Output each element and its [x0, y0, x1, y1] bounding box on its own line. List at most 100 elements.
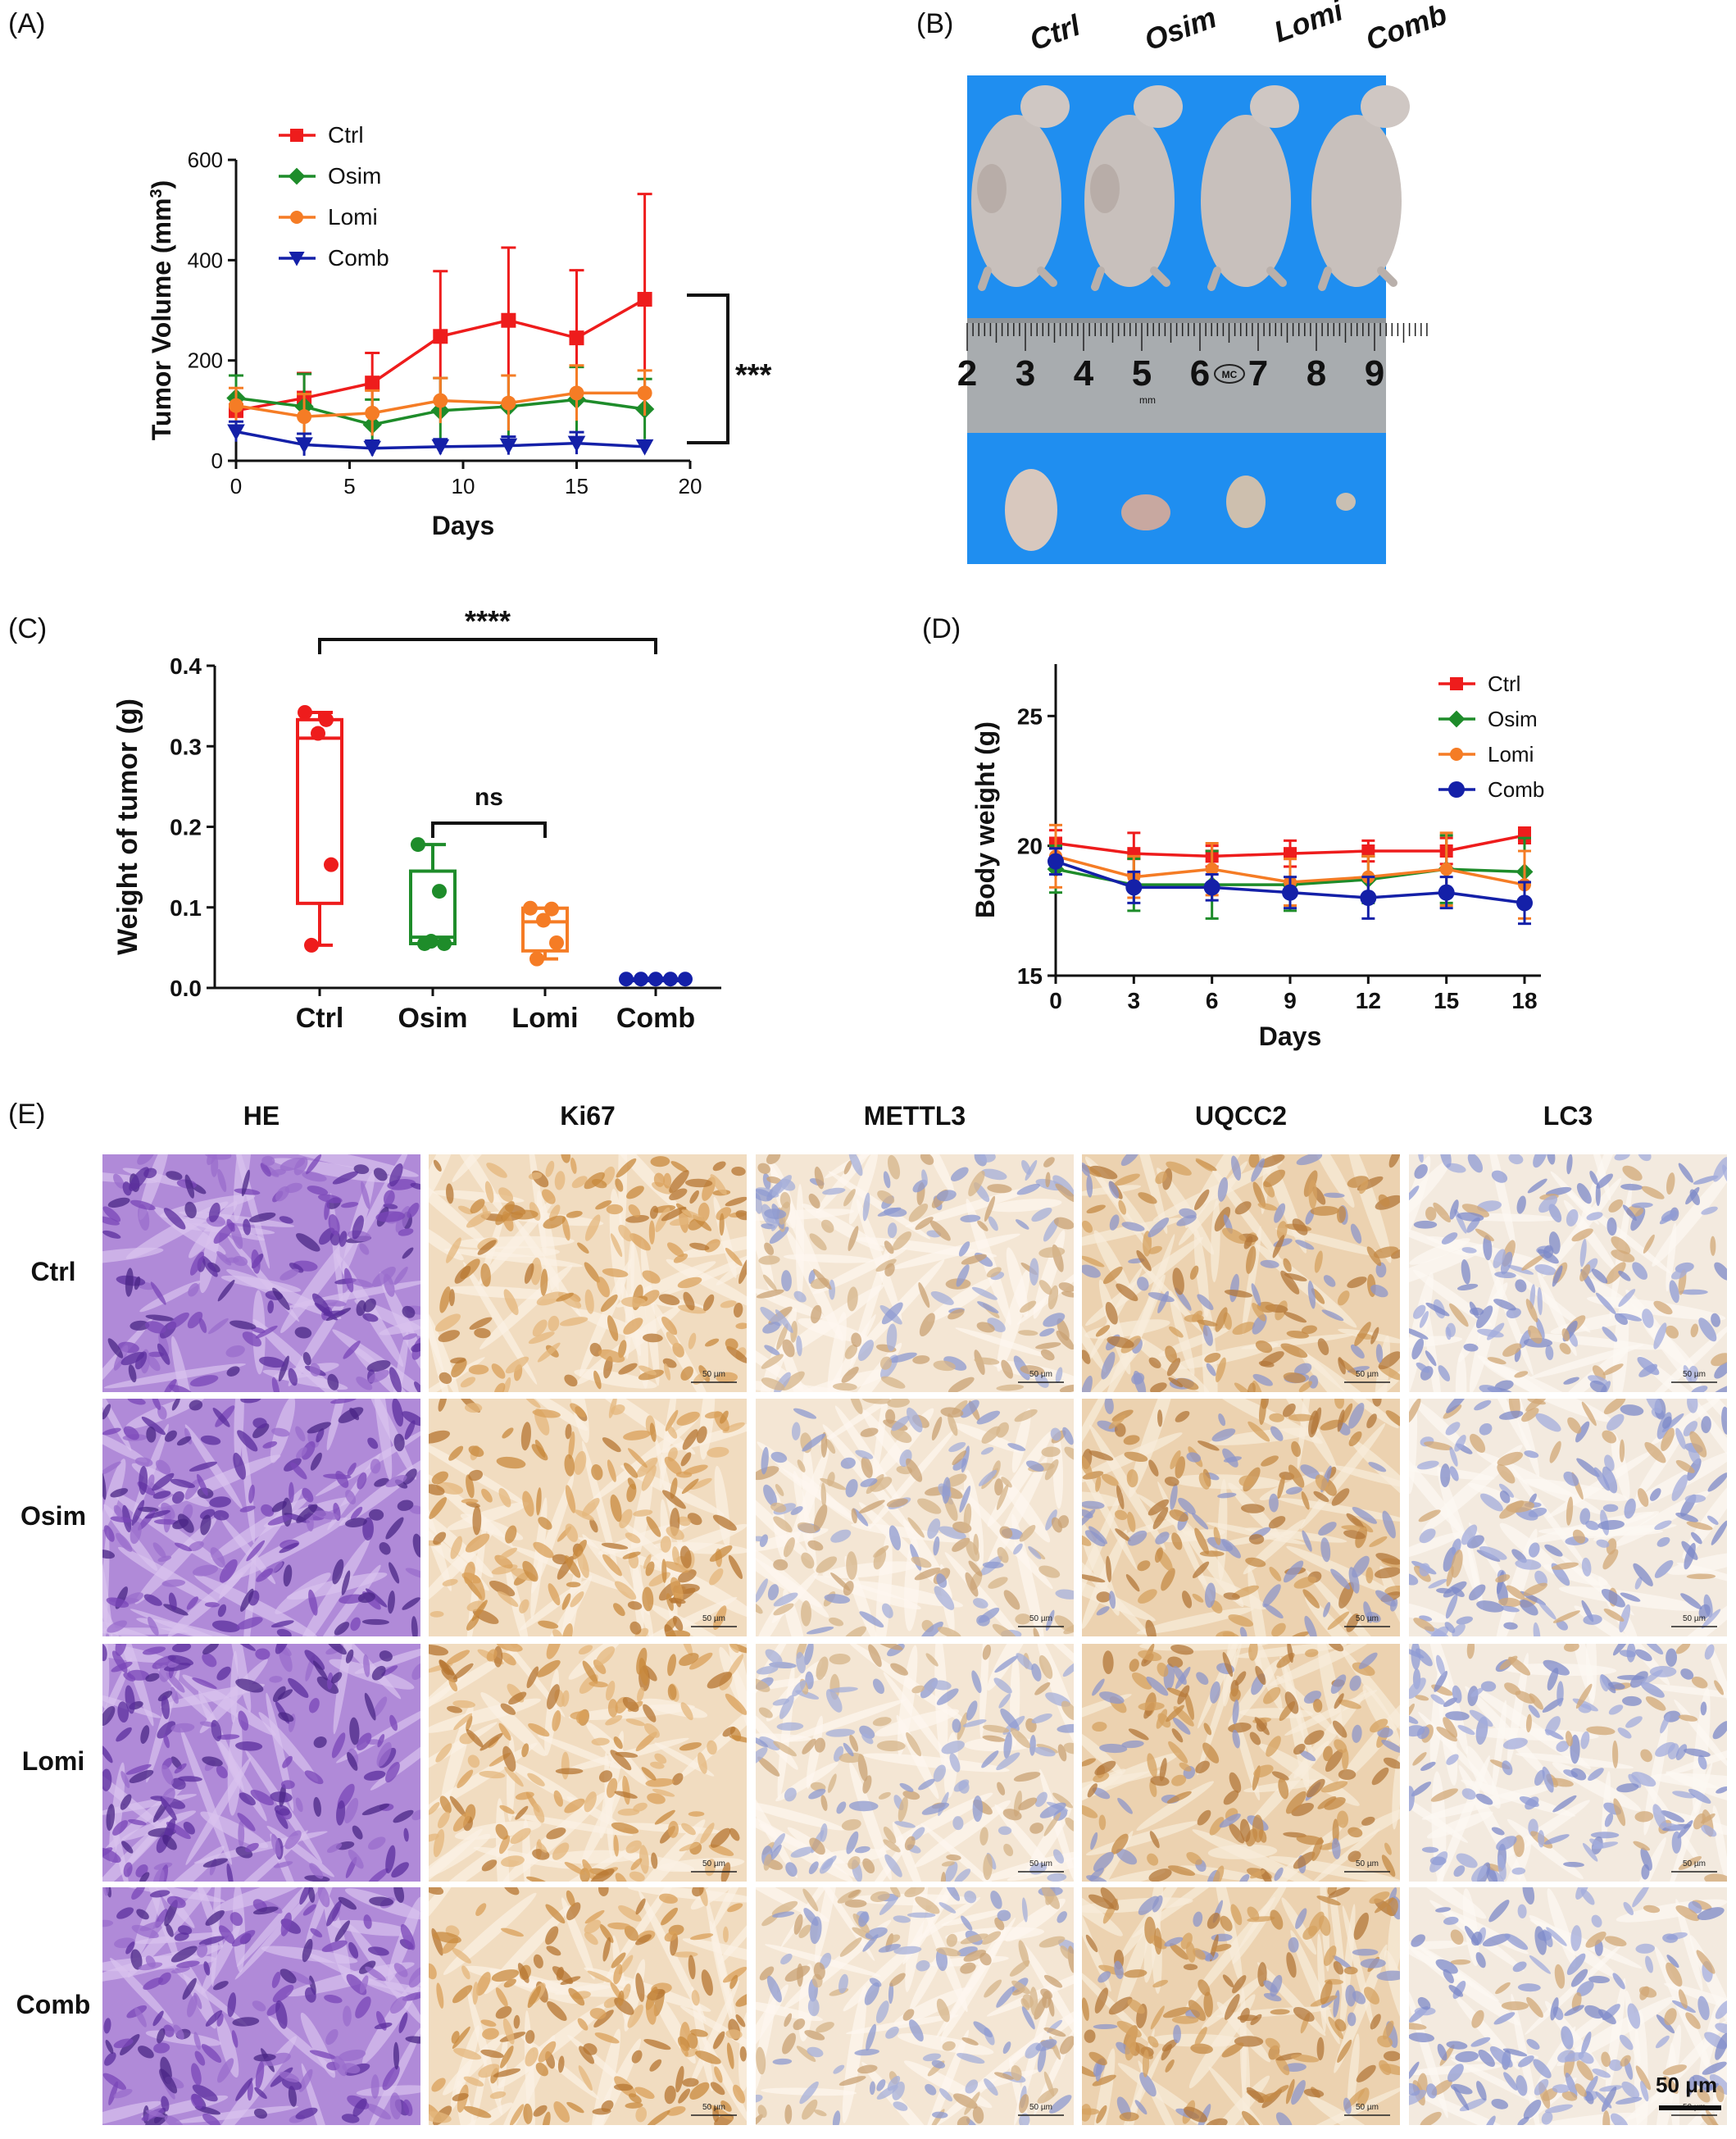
cell: [875, 2000, 889, 2023]
cell: [496, 1456, 526, 1469]
ihc-tile-lomi-uqcc2: 50 µm: [1082, 1644, 1400, 1882]
cell: [1126, 1469, 1138, 1488]
cell: [1515, 1691, 1535, 1704]
cell: [304, 1650, 325, 1670]
cell: [720, 1410, 729, 1424]
cell: [1323, 1945, 1337, 1966]
cell: [469, 1317, 493, 1330]
cell: [272, 1287, 290, 1310]
cell: [577, 1242, 589, 1254]
cell: [1470, 1433, 1486, 1453]
cell: [846, 1551, 857, 1581]
cell: [120, 1352, 145, 1366]
cell: [1270, 1426, 1284, 1441]
cell: [887, 1222, 898, 1239]
cell: [429, 1611, 444, 1618]
cell: [254, 2087, 267, 2100]
cell: [1461, 1204, 1490, 1217]
cell: [102, 1230, 121, 1239]
cell: [776, 1722, 804, 1731]
legend-marker: [1447, 710, 1466, 728]
cell: [1282, 1403, 1296, 1418]
cell: [1589, 1380, 1607, 1392]
cell: [1701, 1609, 1721, 1629]
cell: [996, 1752, 1020, 1771]
cell: [844, 1344, 858, 1359]
cell: [398, 2012, 408, 2034]
cell: [1503, 2072, 1518, 2091]
cell: [790, 1846, 814, 1858]
cell: [152, 1868, 165, 1882]
fiber: [691, 1986, 714, 2091]
cell: [965, 1572, 979, 1597]
fiber: [1317, 1933, 1327, 2033]
cell: [784, 2104, 793, 2124]
cell: [1337, 1409, 1345, 1432]
ihc-tile-lomi-ki67: 50 µm: [429, 1644, 747, 1882]
cell: [791, 1422, 801, 1440]
cell: [202, 1756, 223, 1767]
fiber: [1343, 1399, 1399, 1429]
cell: [157, 1343, 170, 1365]
cell: [915, 1896, 940, 1914]
tile-scale-text: 50 µm: [1356, 2103, 1379, 2112]
cell: [1307, 1281, 1316, 1309]
fiber: [200, 1811, 269, 1849]
cell: [602, 1554, 622, 1577]
cell: [1327, 1611, 1350, 1630]
cell: [1706, 1515, 1719, 1525]
cell: [766, 1975, 782, 2003]
cell: [1508, 1154, 1524, 1165]
data-point: [1125, 879, 1143, 896]
cell: [1095, 1325, 1111, 1337]
cell: [1642, 1308, 1654, 1328]
cell: [317, 1194, 343, 1204]
cell: [215, 1405, 235, 1427]
cell: [521, 1743, 529, 1758]
cell: [1302, 1530, 1312, 1552]
cell: [1550, 1997, 1559, 2021]
cell: [136, 1909, 149, 1920]
fiber: [987, 1431, 1052, 1527]
cell: [279, 1216, 293, 1224]
x-axis-label: Days: [1259, 1022, 1322, 1051]
cell: [1043, 1974, 1063, 1988]
cell: [1284, 1691, 1299, 1714]
cell: [1454, 1435, 1466, 1452]
fiber: [1464, 1727, 1599, 1741]
cell: [953, 1779, 970, 1792]
cell: [1413, 1304, 1426, 1319]
cell: [389, 1996, 407, 2014]
cell: [1171, 1532, 1183, 1550]
cell: [290, 1462, 307, 1480]
cell: [113, 2088, 133, 2099]
cell: [374, 2022, 393, 2030]
fiber: [1409, 1158, 1452, 1221]
cell: [1575, 1683, 1593, 1709]
fiber: [1656, 1590, 1727, 1636]
cell: [934, 1586, 955, 1610]
cell: [255, 1325, 278, 1339]
cell: [402, 2099, 413, 2117]
cell: [1088, 1450, 1114, 1461]
ruler-number: 7: [1248, 353, 1268, 394]
cell: [630, 1858, 643, 1871]
cell: [1579, 1508, 1591, 1525]
cell: [1102, 1266, 1123, 1285]
cell: [1409, 1677, 1426, 1700]
cell: [861, 1456, 873, 1478]
cell: [252, 1906, 279, 1915]
cell: [439, 1659, 451, 1676]
cell: [174, 1763, 187, 1774]
cell: [116, 1727, 132, 1742]
cell: [1360, 1958, 1386, 1968]
cell: [385, 1517, 404, 1540]
cell: [702, 1294, 715, 1312]
cell: [993, 1677, 1012, 1694]
cell: [606, 1681, 616, 1701]
cell: [1638, 1154, 1652, 1162]
fiber: [142, 1845, 225, 1882]
cell: [267, 1514, 293, 1526]
cell: [152, 2010, 164, 2027]
cell: [887, 1154, 901, 1180]
